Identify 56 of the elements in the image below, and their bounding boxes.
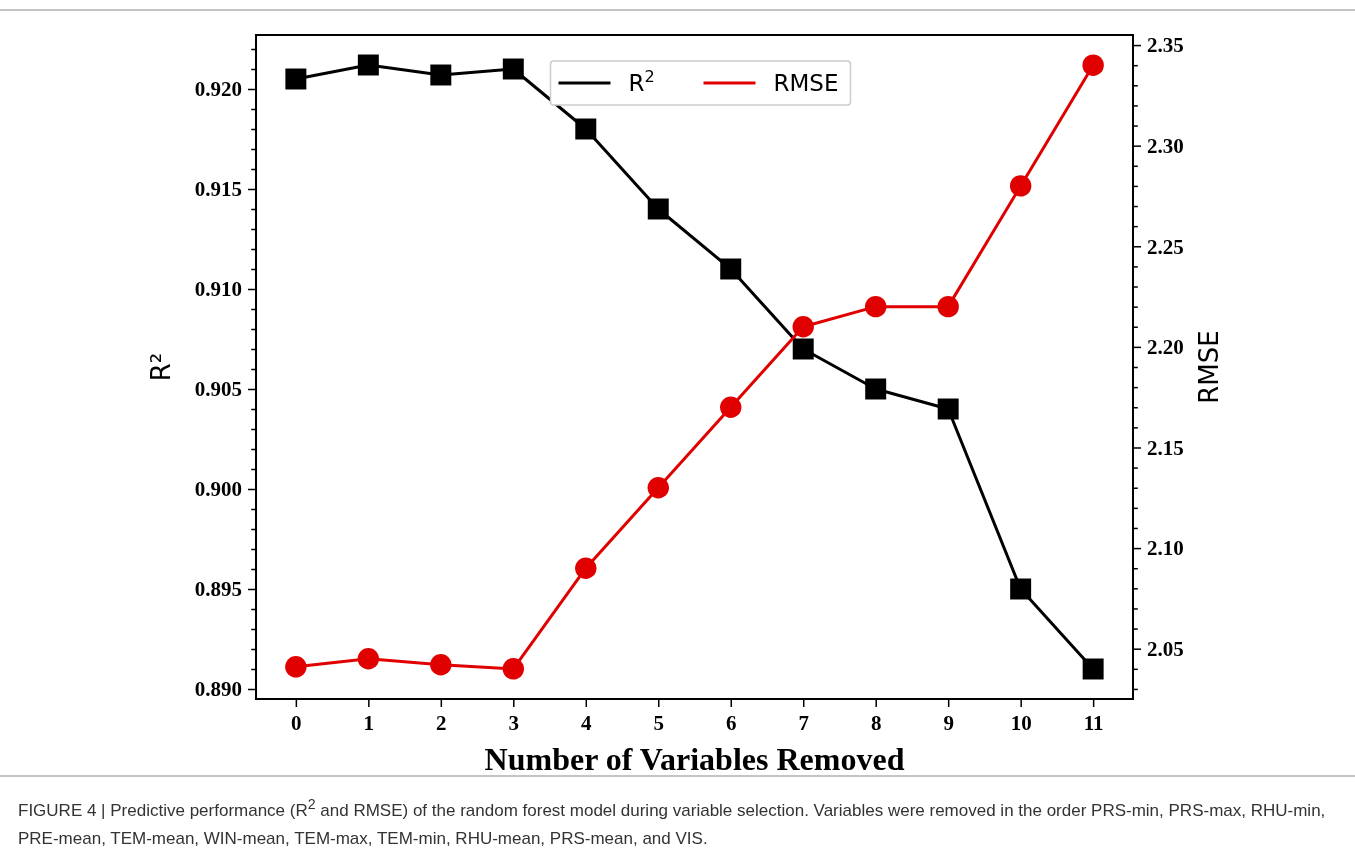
- point: [357, 54, 379, 76]
- x-tick-label: 3: [508, 710, 520, 735]
- point: [647, 198, 669, 220]
- point: [285, 656, 307, 678]
- y2-tick-label: 2.25: [1147, 234, 1184, 259]
- y2-tick-label: 2.30: [1147, 133, 1184, 158]
- y-tick-label: 0.900: [194, 477, 242, 502]
- legend-label: RMSE: [773, 70, 839, 96]
- y-tick-label: 0.905: [194, 377, 242, 402]
- x-axis-title: Number of Variables Removed: [484, 741, 905, 777]
- legend-label: R$^{2}$: [628, 66, 655, 96]
- x-tick-label: 1: [363, 710, 375, 735]
- y-tick-label: 0.895: [194, 577, 242, 602]
- point: [720, 258, 742, 280]
- point: [1082, 54, 1104, 76]
- point: [865, 378, 887, 400]
- x-tick-label: 4: [581, 710, 593, 735]
- y2-tick-label: 2.05: [1147, 636, 1184, 661]
- point: [864, 295, 887, 318]
- point: [430, 654, 452, 676]
- y2-axis-title: RMSE: [1194, 330, 1224, 404]
- point: [1082, 658, 1104, 680]
- y-tick-label: 0.910: [194, 277, 242, 302]
- caption: FIGURE 4 | Predictive performance (R$^{2}$ and RMSE) of the random forest model during variable selection. Variables were removed in the order PRS-min, PRS-max, RHU-min, PRE-mean, TEM-mean, WIN-mean, TEM-max, TEM-min, RHU-mean, PRS-mean, and VIS.: [18, 795, 1327, 850]
- x-tick-label: 11: [1083, 710, 1104, 735]
- point: [575, 118, 597, 140]
- point: [575, 557, 597, 579]
- point: [937, 295, 959, 318]
- x-tick-label: 2: [436, 710, 447, 735]
- y2-tick-label: 2.15: [1147, 435, 1184, 460]
- point: [430, 64, 452, 86]
- point: [792, 338, 814, 360]
- point: [792, 316, 814, 338]
- x-tick-label: 10: [1010, 710, 1032, 735]
- x-tick-label: 5: [653, 710, 665, 735]
- y2-tick-label: 2.35: [1147, 33, 1184, 58]
- point: [357, 648, 380, 670]
- point: [285, 68, 307, 90]
- y2-tick-label: 2.20: [1147, 335, 1184, 360]
- point: [1009, 175, 1032, 197]
- y-axis-title: R²: [146, 352, 176, 382]
- text: 0.890: [194, 677, 242, 702]
- x-tick-label: 6: [725, 710, 737, 735]
- x-tick-label: 0: [291, 710, 302, 735]
- x-tick-label: 7: [798, 710, 809, 735]
- point: [502, 58, 524, 80]
- x-tick-label: 8: [870, 710, 882, 735]
- point: [502, 658, 525, 680]
- y-tick-label: 0.915: [194, 177, 242, 202]
- y2-tick-label: 2.10: [1147, 536, 1184, 561]
- x-tick-label: 9: [943, 710, 954, 735]
- point: [1010, 578, 1032, 600]
- y-tick-label: 0.920: [194, 77, 242, 102]
- point: [720, 396, 742, 418]
- point: [937, 398, 959, 420]
- point: [647, 477, 669, 499]
